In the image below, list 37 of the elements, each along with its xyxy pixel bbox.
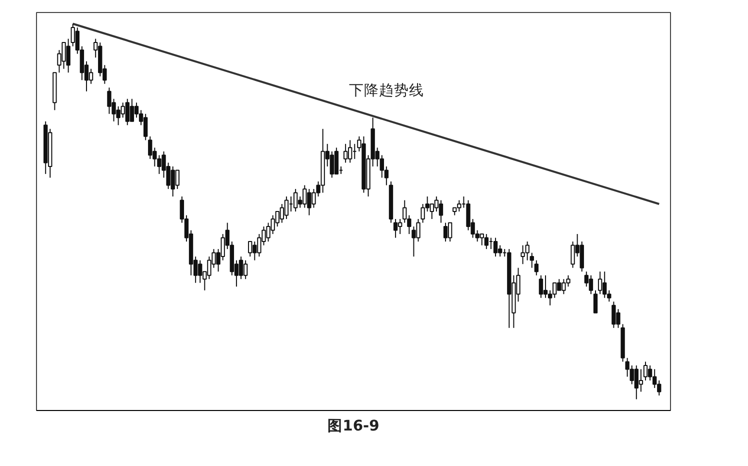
candlestick <box>134 102 139 118</box>
candlestick <box>584 271 589 288</box>
candlestick <box>643 361 648 381</box>
candlestick <box>443 222 448 242</box>
candlestick <box>293 188 298 212</box>
candlestick <box>530 252 534 268</box>
candlestick <box>438 200 444 224</box>
candlestick <box>493 237 498 258</box>
candlestick <box>284 196 289 220</box>
candlestick <box>598 271 602 295</box>
candlestick <box>638 368 644 392</box>
candlestick <box>238 256 244 280</box>
annotation: 下降趋势线 <box>348 82 424 99</box>
candlestick <box>330 150 334 178</box>
candlestick <box>634 364 639 400</box>
candlestick <box>88 68 94 84</box>
candlestick <box>393 218 398 238</box>
candlestick <box>280 203 284 224</box>
candlestick <box>130 98 134 122</box>
candlestick <box>343 143 348 164</box>
caption: 图16-9 <box>328 418 380 434</box>
candlestick <box>588 274 594 295</box>
candlestick <box>448 222 452 242</box>
candlestick <box>648 364 652 381</box>
candlestick <box>175 170 180 190</box>
candlestick <box>593 290 598 314</box>
candlestick <box>143 113 148 141</box>
candlestick <box>484 234 489 250</box>
candlestick <box>334 147 339 174</box>
candlestick <box>398 218 402 235</box>
candlestick <box>248 241 252 258</box>
candlestick <box>243 260 248 280</box>
candlestick <box>534 260 539 276</box>
candlestick <box>434 196 439 212</box>
candlestick <box>498 244 502 258</box>
candlestick <box>538 274 544 298</box>
candlestick <box>543 274 548 298</box>
